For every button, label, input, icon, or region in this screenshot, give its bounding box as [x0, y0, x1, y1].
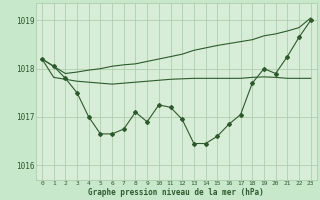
X-axis label: Graphe pression niveau de la mer (hPa): Graphe pression niveau de la mer (hPa): [88, 188, 264, 197]
